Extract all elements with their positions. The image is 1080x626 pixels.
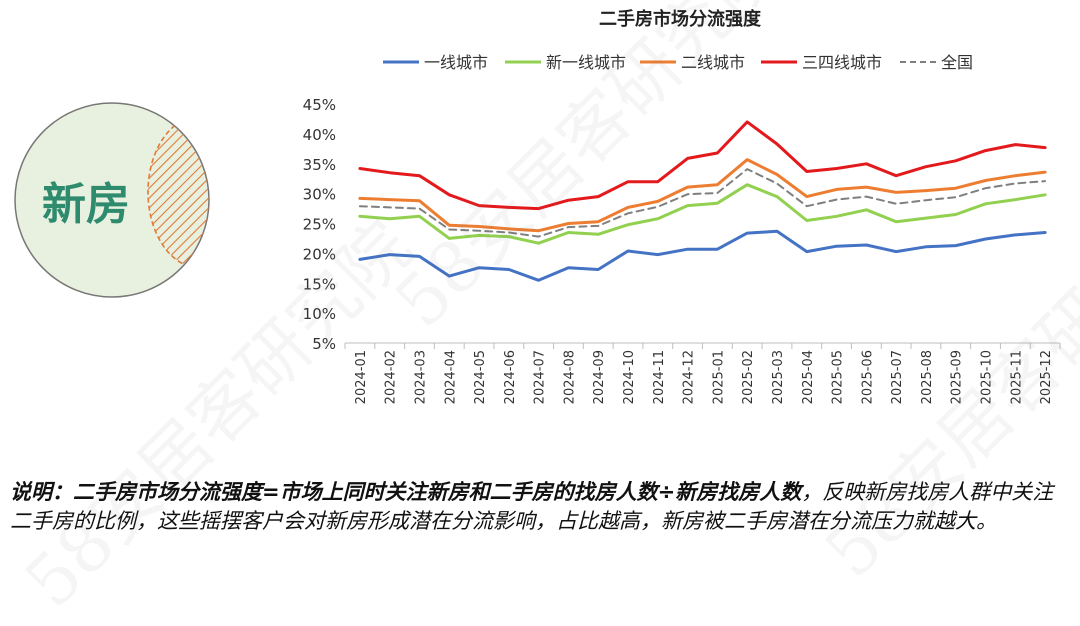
x-tick-label: 2024-09 <box>592 350 607 404</box>
note-explanation: ，反映新房找房人群中关注二手房的比例，这些摇摆客户会对新房形成潜在分流影响，占比… <box>10 480 1054 533</box>
y-tick-label: 40% <box>303 126 336 144</box>
x-tick-label: 2024-07 <box>533 350 548 404</box>
series-line <box>358 168 1047 238</box>
y-tick-label: 5% <box>312 335 336 353</box>
new-house-label: 新房 <box>42 179 130 230</box>
y-tick-label: 25% <box>303 216 336 234</box>
y-tick-label: 35% <box>303 156 336 174</box>
x-tick-label: 2024-04 <box>443 350 458 404</box>
y-tick-label: 30% <box>303 186 336 204</box>
chart: 新房 二手房市场分流强度 一线城市 新一线城市 二线城市 三四线城市 全国 45% 40%… <box>14 8 1061 404</box>
plot-area <box>344 342 1061 349</box>
series-line <box>358 158 1047 233</box>
overlap-hatch-region <box>147 115 209 269</box>
x-tick-label: 2025-10 <box>980 350 995 404</box>
y-axis: 45% 40% 35% 30% 25% 20% 15% 10% 5% <box>303 96 336 353</box>
x-tick-label: 2024-06 <box>503 350 518 404</box>
legend-label: 全国 <box>941 53 973 72</box>
chart-title: 二手房市场分流强度 <box>599 8 762 30</box>
x-tick-label: 2025-01 <box>711 350 726 404</box>
note-definition: 说明：二手房市场分流强度=市场上同时关注新房和二手房的找房人数÷新房找房人数 <box>10 480 802 504</box>
x-tick-label: 2025-09 <box>950 350 965 404</box>
y-tick-label: 15% <box>303 275 336 293</box>
series-lines <box>358 120 1047 282</box>
x-tick-label: 2025-04 <box>801 350 816 404</box>
x-tick-label: 2024-01 <box>354 350 369 404</box>
x-tick-label: 2025-11 <box>1009 350 1024 404</box>
series-line <box>358 183 1047 245</box>
y-tick-label: 45% <box>303 96 336 114</box>
x-axis: 2024-01 2024-02 2024-03 2024-04 2024-05 2024-… <box>354 350 1054 404</box>
y-tick-label: 20% <box>303 245 336 263</box>
x-tick-label: 2025-06 <box>860 350 875 404</box>
y-tick-label: 10% <box>303 305 336 323</box>
chart-legend: 一线城市 新一线城市 二线城市 三四线城市 全国 <box>383 53 973 72</box>
legend-label: 三四线城市 <box>802 53 882 72</box>
legend-label: 二线城市 <box>681 53 745 72</box>
x-tick-label: 2025-07 <box>890 350 905 404</box>
x-tick-label: 2025-08 <box>920 350 935 404</box>
x-tick-label: 2024-05 <box>473 350 488 404</box>
x-tick-label: 2024-02 <box>384 350 399 404</box>
series-line <box>358 120 1047 211</box>
x-tick-label: 2025-12 <box>1039 350 1054 404</box>
x-tick-label: 2025-02 <box>741 350 756 404</box>
x-tick-label: 2024-03 <box>413 350 428 404</box>
x-tick-label: 2024-08 <box>562 350 577 404</box>
chart-note: 说明：二手房市场分流强度=市场上同时关注新房和二手房的找房人数÷新房找房人数，反… <box>10 478 1072 536</box>
x-tick-label: 2024-11 <box>652 350 667 404</box>
new-house-circle: 新房 <box>14 102 210 298</box>
legend-label: 一线城市 <box>424 53 488 72</box>
x-tick-label: 2024-12 <box>682 350 697 404</box>
x-tick-label: 2025-03 <box>771 350 786 404</box>
series-line <box>358 229 1047 282</box>
legend-label: 新一线城市 <box>546 53 626 72</box>
x-tick-label: 2024-10 <box>622 350 637 404</box>
x-tick-label: 2025-05 <box>831 350 846 404</box>
